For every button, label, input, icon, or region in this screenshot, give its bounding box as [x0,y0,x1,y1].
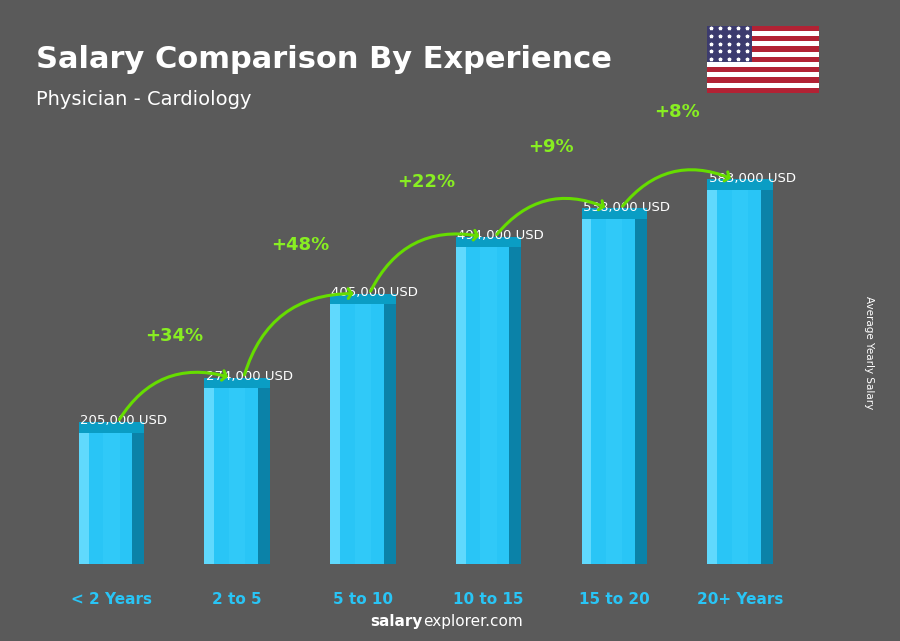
Text: salary: salary [371,614,423,629]
Bar [383,304,395,564]
Bar [706,78,819,83]
Bar [132,433,144,564]
Bar [456,247,521,564]
Bar [760,190,773,564]
Bar [707,190,717,564]
Text: +34%: +34% [145,327,203,345]
Bar [204,388,214,564]
Bar [330,304,395,564]
Bar [706,51,819,56]
Bar [706,88,819,93]
Bar [706,46,819,51]
Text: 494,000 USD: 494,000 USD [457,229,544,242]
Polygon shape [707,179,773,190]
Text: 20+ Years: 20+ Years [697,592,783,608]
Bar [706,67,819,72]
Text: 2 to 5: 2 to 5 [212,592,262,608]
Bar [706,26,752,62]
Text: 15 to 20: 15 to 20 [579,592,650,608]
Polygon shape [581,208,647,219]
Bar [204,388,270,564]
Text: 274,000 USD: 274,000 USD [206,370,292,383]
Bar [456,247,465,564]
Text: 583,000 USD: 583,000 USD [708,172,796,185]
Bar [706,36,819,41]
Text: +48%: +48% [271,237,329,254]
Text: +22%: +22% [397,173,454,191]
Text: explorer.com: explorer.com [423,614,523,629]
Bar [706,31,819,36]
Bar [707,190,773,564]
Bar [78,433,144,564]
Text: 10 to 15: 10 to 15 [454,592,524,608]
Bar [706,83,819,88]
Text: 405,000 USD: 405,000 USD [331,287,418,299]
Bar [635,219,647,564]
Bar [606,219,623,564]
Polygon shape [330,294,395,304]
Bar [706,26,819,31]
Bar [581,219,591,564]
Bar [104,433,120,564]
Bar [229,388,246,564]
Bar [706,41,819,46]
Bar [509,247,521,564]
Text: 205,000 USD: 205,000 USD [80,415,167,428]
Polygon shape [204,378,270,388]
Bar [706,62,819,67]
Bar [581,219,647,564]
Text: Salary Comparison By Experience: Salary Comparison By Experience [36,45,612,74]
Bar [258,388,270,564]
Text: 538,000 USD: 538,000 USD [583,201,670,214]
Bar [732,190,748,564]
Bar [706,56,819,62]
Text: +8%: +8% [654,103,700,121]
Bar [330,304,340,564]
Polygon shape [456,237,521,247]
Text: < 2 Years: < 2 Years [71,592,152,608]
Bar [481,247,497,564]
Text: Physician - Cardiology: Physician - Cardiology [36,90,251,109]
Polygon shape [78,422,144,433]
Bar [355,304,371,564]
Bar [78,433,88,564]
Text: 5 to 10: 5 to 10 [333,592,393,608]
Text: Average Yearly Salary: Average Yearly Salary [863,296,874,409]
Bar [706,72,819,78]
Text: +9%: +9% [528,138,574,156]
